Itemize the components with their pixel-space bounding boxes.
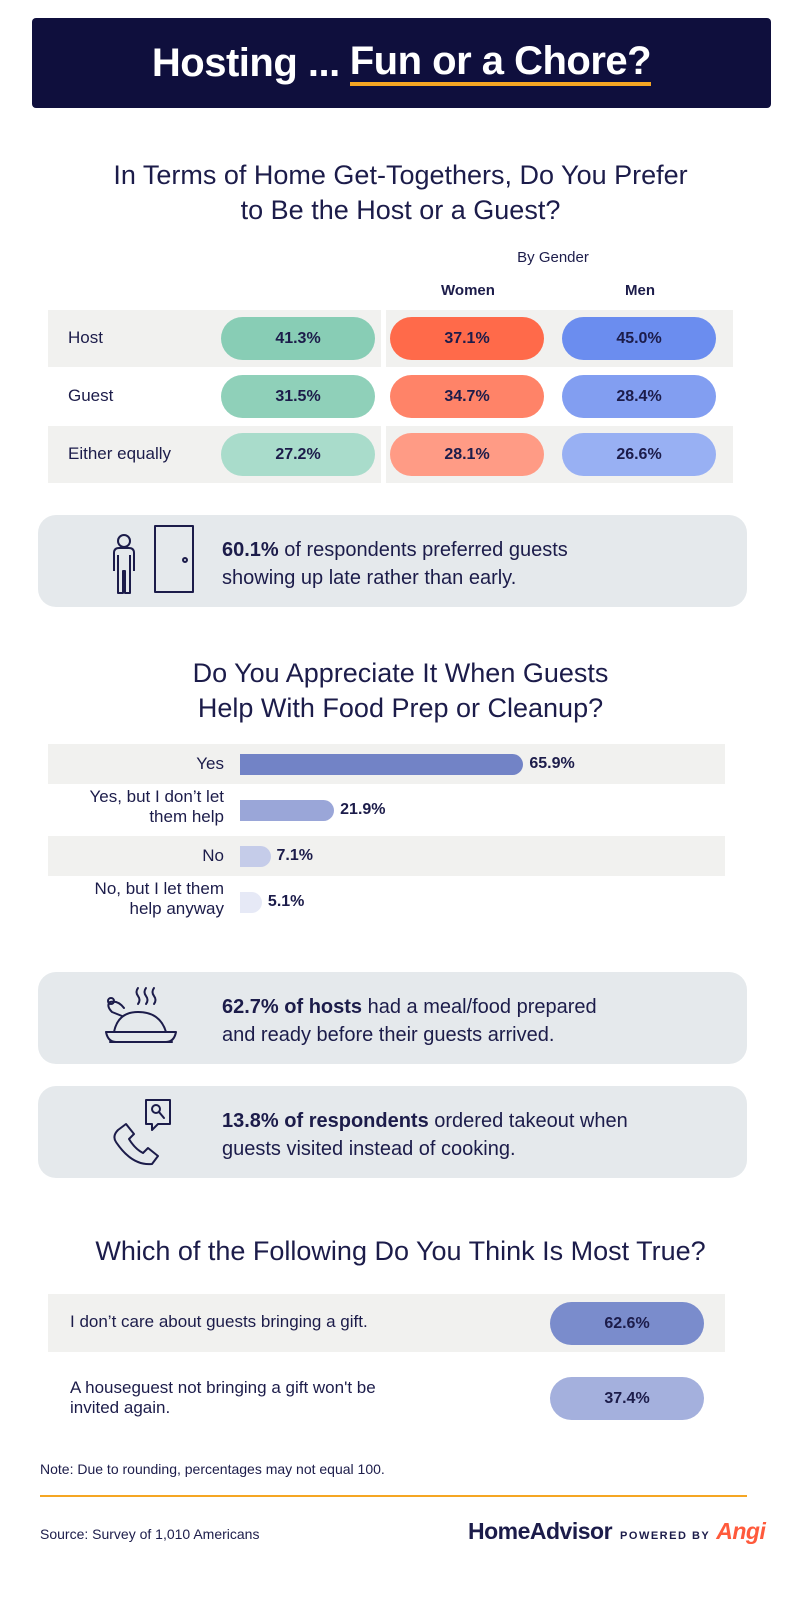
callout-text: 13.8% of respondents ordered takeout whe… — [222, 1107, 628, 1163]
gift-statement-line2: invited again. — [70, 1398, 171, 1417]
women-value-pill: 28.1% — [390, 433, 544, 476]
by-gender-label: By Gender — [517, 249, 589, 266]
bar-value-label: 7.1% — [276, 847, 313, 864]
column-header-women: Women — [441, 282, 495, 299]
gift-statement-label: A houseguest not bringing a gift won't b… — [70, 1378, 376, 1418]
section1-title-line2: to Be the Host or a Guest? — [240, 195, 561, 225]
source-note: Source: Survey of 1,010 Americans — [40, 1526, 260, 1542]
bar-category-label: Yes, but I don’t let them help — [89, 787, 224, 827]
women-value-pill: 37.1% — [390, 317, 544, 360]
bar-category-label-line1: Yes, but I don’t let — [89, 787, 224, 806]
angi-logo: Angi — [716, 1518, 766, 1544]
callout-stat: 13.8% of respondents — [222, 1110, 429, 1132]
bar-category-label-line1: Yes — [196, 754, 224, 773]
callout-meal-prepared: 62.7% of hosts had a meal/food prepared … — [38, 972, 747, 1064]
header-title: Hosting ... — [151, 40, 340, 85]
women-value-pill: 34.7% — [390, 375, 544, 418]
callout-text-line2: guests visited instead of cooking. — [222, 1138, 516, 1160]
overall-value-pill: 41.3% — [221, 317, 375, 360]
gift-statement-label: I don’t care about guests bringing a gif… — [70, 1312, 368, 1332]
section1-title-line1: In Terms of Home Get-Togethers, Do You P… — [113, 160, 688, 190]
column-header-men: Men — [625, 282, 655, 299]
callout-text-line2: showing up late rather than early. — [222, 567, 517, 589]
bar — [240, 800, 335, 821]
section2-title: Do You Appreciate It When Guests Help Wi… — [0, 656, 801, 726]
callout-text-line1: of respondents preferred guests — [278, 539, 568, 561]
bar — [240, 846, 271, 867]
callout-text-line2: and ready before their guests arrived. — [222, 1024, 555, 1046]
phone-order-icon — [113, 1099, 171, 1166]
section1-title: In Terms of Home Get-Togethers, Do You P… — [0, 158, 801, 228]
gift-value-pill: 62.6% — [550, 1302, 704, 1345]
section3-title: Which of the Following Do You Think Is M… — [95, 1236, 706, 1266]
callout-text: 60.1% of respondents preferred guests sh… — [222, 536, 568, 592]
bar-category-label-line1: No, but I let them — [94, 879, 224, 898]
bar — [240, 754, 524, 775]
men-value-pill: 28.4% — [562, 375, 716, 418]
callout-text-line1: had a meal/food prepared — [362, 996, 597, 1018]
table-row-label: Host — [68, 328, 103, 347]
bar-value-label: 5.1% — [267, 893, 305, 910]
bar-category-label-line2: help anyway — [129, 899, 224, 918]
gift-value-pill: 37.4% — [550, 1377, 704, 1420]
callout-stat: 60.1% — [222, 539, 279, 561]
table-row-label: Either equally — [68, 444, 172, 463]
section2-title-line2: Help With Food Prep or Cleanup? — [197, 693, 604, 723]
bar-category-label: No, but I let them help anyway — [95, 879, 224, 919]
person-door-icon — [113, 525, 194, 594]
rounding-note: Note: Due to rounding, percentages may n… — [40, 1461, 385, 1477]
bar-category-label-line2: them help — [149, 807, 224, 826]
callout-text-line1: ordered takeout when — [428, 1110, 628, 1132]
bar-category-label-line1: No — [202, 846, 224, 865]
bar-category-label: No — [202, 846, 224, 866]
bar-value-label: 65.9% — [529, 755, 575, 772]
header-title-highlight: Fun or a Chore? — [349, 40, 652, 86]
callout-takeout: 13.8% of respondents ordered takeout whe… — [38, 1086, 747, 1178]
homeadvisor-logo: HomeAdvisor — [468, 1518, 613, 1544]
overall-value-pill: 27.2% — [221, 433, 375, 476]
callout-late-guests: 60.1% of respondents preferred guests sh… — [38, 515, 747, 607]
overall-value-pill: 31.5% — [221, 375, 375, 418]
men-value-pill: 45.0% — [562, 317, 716, 360]
men-value-pill: 26.6% — [562, 433, 716, 476]
callout-text: 62.7% of hosts had a meal/food prepared … — [222, 993, 597, 1049]
footer-divider — [40, 1495, 747, 1497]
callout-stat: 62.7% of hosts — [222, 996, 363, 1018]
brand-logo: HomeAdvisor POWERED BY Angi — [468, 1518, 766, 1545]
bar — [240, 892, 262, 913]
roast-turkey-icon — [105, 987, 177, 1043]
section2-title-line1: Do You Appreciate It When Guests — [192, 658, 609, 688]
bar-value-label: 21.9% — [340, 801, 386, 818]
bar-category-label: Yes — [196, 754, 224, 774]
bar-row-background — [48, 836, 725, 876]
gift-statement-line1: A houseguest not bringing a gift won't b… — [70, 1378, 376, 1397]
gift-statement-line1: I don’t care about guests bringing a gif… — [70, 1312, 368, 1331]
header-banner: Hosting ... Fun or a Chore? — [32, 18, 771, 108]
powered-by-label: POWERED BY — [620, 1530, 711, 1542]
table-row-label: Guest — [68, 386, 114, 405]
